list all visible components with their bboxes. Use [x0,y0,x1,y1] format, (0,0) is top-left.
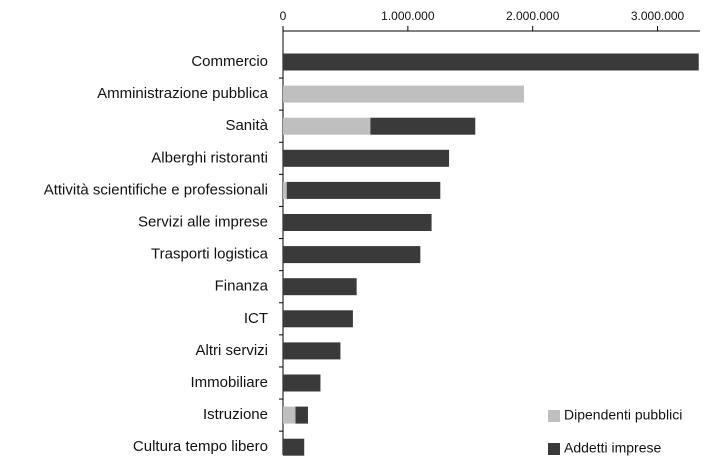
legend-swatch [548,443,560,455]
legend-swatch [548,410,560,422]
bar-segment [283,149,450,167]
bar-segment [283,406,296,424]
bar-segment [283,214,432,231]
bar-segment [283,246,421,264]
y-tick-label: Commercio [191,53,268,70]
y-tick-label: Istruzione [203,406,268,423]
x-tick-label: 2.000.000 [506,9,560,23]
x-tick-label: 0 [280,9,287,23]
bar-segment [283,53,699,71]
bar-segment [283,181,287,199]
x-tick-label: 1.000.000 [381,9,435,23]
bar-segment [283,117,371,135]
x-tick-label: 3.000.000 [631,9,685,23]
y-tick-label: Cultura tempo libero [133,438,268,455]
bar-segment [283,374,321,392]
bar-segment [283,85,524,103]
bar-segment [283,310,353,328]
y-tick-label: Immobiliare [190,374,268,391]
y-tick-label: Altri servizi [195,342,268,359]
y-tick-label: Finanza [215,278,269,295]
y-tick-label: Amministrazione pubblica [97,85,269,102]
y-tick-label: Servizi alle imprese [138,213,268,230]
y-tick-label: Sanità [225,117,268,134]
bar-segment [370,117,476,135]
y-tick-label: ICT [244,310,268,327]
bar-segment [283,342,341,360]
legend-label: Dipendenti pubblici [564,407,682,423]
bar-segment [283,278,357,296]
bar-segment [295,406,308,424]
legend-label: Addetti imprese [564,440,661,456]
y-tick-label: Attività scientifiche e professionali [44,181,268,198]
y-tick-label: Trasporti logistica [151,246,269,263]
bar-segment [286,181,441,199]
y-tick-label: Alberghi ristoranti [151,149,268,166]
bar-segment [283,438,305,456]
